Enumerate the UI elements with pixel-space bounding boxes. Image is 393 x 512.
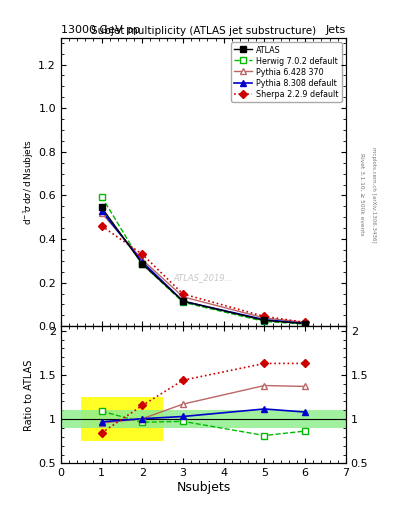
Text: Jets: Jets [325,25,346,35]
Text: ATLAS_2019...: ATLAS_2019... [174,273,233,282]
Legend: ATLAS, Herwig 7.0.2 default, Pythia 6.428 370, Pythia 8.308 default, Sherpa 2.2.: ATLAS, Herwig 7.0.2 default, Pythia 6.42… [231,42,342,102]
Text: Rivet 3.1.10, ≥ 500k events: Rivet 3.1.10, ≥ 500k events [360,153,365,236]
Text: 13000 GeV pp: 13000 GeV pp [61,25,140,35]
Bar [61,410,346,428]
Y-axis label: Ratio to ATLAS: Ratio to ATLAS [24,359,34,431]
Title: Subjet multiplicity (ATLAS jet substructure): Subjet multiplicity (ATLAS jet substruct… [91,26,316,36]
X-axis label: Nsubjets: Nsubjets [176,481,231,494]
Y-axis label: $\mathrm{d}^{-1}\!\sigma\,\mathrm{d}\sigma\,/\,\mathrm{d\,Nsubjets}$: $\mathrm{d}^{-1}\!\sigma\,\mathrm{d}\sig… [21,139,35,225]
Bar [81,397,163,441]
Text: mcplots.cern.ch [arXiv:1306.3436]: mcplots.cern.ch [arXiv:1306.3436] [371,147,376,242]
